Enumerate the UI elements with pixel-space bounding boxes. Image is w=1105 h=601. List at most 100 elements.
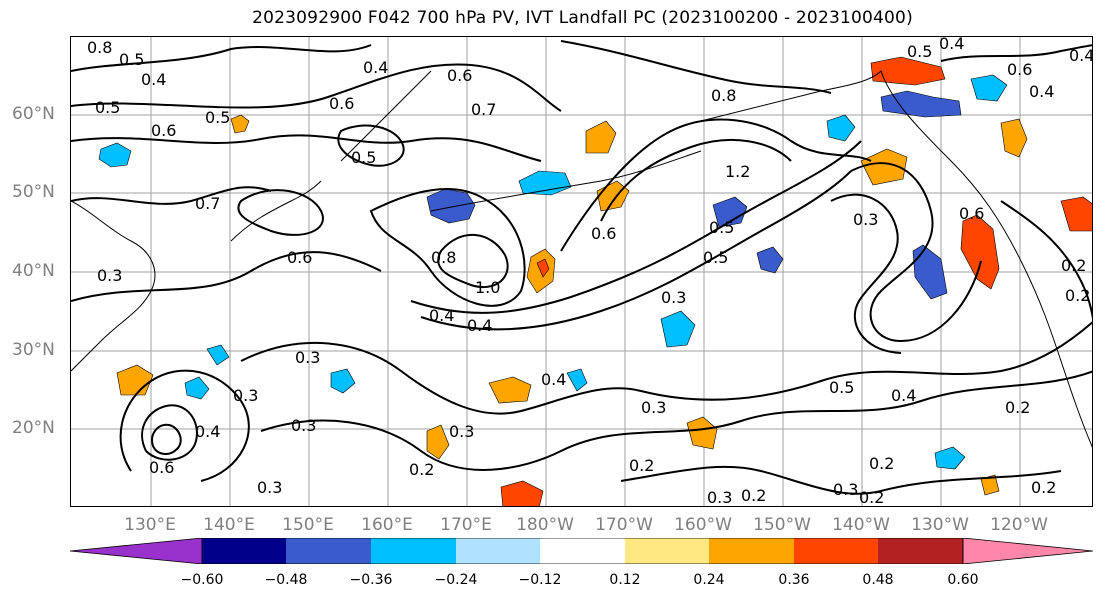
coastline-asia [71,200,156,372]
patch-negative [206,344,230,366]
contour-label: 0.8 [711,86,736,105]
latitude-label-40n: 40°N [12,261,55,281]
contour-label: 0.4 [541,370,566,389]
contour-label: 0.7 [471,100,496,119]
contour-label: 0.6 [329,94,354,113]
colorbar-segment [456,538,540,564]
patch-negative [912,244,948,300]
latitude-label-30n: 30°N [12,340,55,360]
map-title: 2023092900 F042 700 hPa PV, IVT Landfall… [252,8,913,28]
contour-label: 0.7 [195,194,220,213]
contour-label: 0.4 [363,58,388,77]
patch-negative [712,196,748,228]
patch-positive [230,114,250,134]
longitude-label-170e: 170°E [440,515,492,535]
patch-negative [518,170,572,196]
contour-label: 0.2 [741,486,766,505]
colorbar-tick: 0.48 [862,572,894,588]
contour-label: 0.3 [707,488,732,507]
contour-label: 0.5 [907,42,932,61]
patch-positive [960,214,1000,290]
colorbar-tick: −0.36 [349,572,393,588]
patch-positive [860,148,908,186]
contour-label: 0.4 [195,422,220,441]
contour-label: 0.5 [205,108,230,127]
patch-positive [980,474,1000,496]
contour-label: 0.2 [869,454,894,473]
contour-label: 1.0 [475,278,500,297]
patch-positive [536,258,550,278]
contour-label: 0.2 [1031,478,1056,497]
longitude-label-170w: 170°W [595,515,653,535]
longitude-label-120w: 120°W [990,515,1048,535]
contour-label: 0.2 [629,456,654,475]
patch-negative [756,246,784,274]
contour-label: 0.5 [95,98,120,117]
coastline-north-america [1020,260,1092,448]
contour-label: 0.4 [939,37,964,53]
contour-label: 1.2 [725,162,750,181]
contour-label: 0.3 [449,422,474,441]
colorbar-segment [709,538,794,564]
longitude-label-160w: 160°W [674,515,732,535]
contour-label: 0.3 [833,480,858,499]
shaded-patches [98,56,1092,506]
contour-label: 0.3 [641,398,666,417]
contour-labels: 0.8 0.5 0.4 0.5 0.6 0.5 0.6 0.4 0.7 0.6 … [87,37,1093,507]
contour-label: 0.5 [709,218,734,237]
colorbar-tick: 0.36 [778,572,810,588]
colorbar-segment [286,538,371,564]
contour-label: 0.2 [859,488,884,507]
contour-label: 0.4 [429,306,454,325]
colorbar-segment [371,538,456,564]
contour-label: 0.4 [1069,46,1093,65]
longitude-label-150w: 150°W [753,515,811,535]
colorbar-segment [625,538,709,564]
patch-positive [116,364,154,396]
latitude-label-20n: 20°N [12,418,55,438]
patch-positive [1000,118,1028,158]
map-svg: 0.8 0.5 0.4 0.5 0.6 0.5 0.6 0.4 0.7 0.6 … [71,37,1093,507]
colorbar-extend-low [70,538,203,564]
patch-positive [585,120,617,154]
patch-negative [566,368,588,392]
patch-negative [826,114,856,142]
contour-label: 0.5 [703,248,728,267]
colorbar-segment [878,538,963,564]
patch-positive [426,424,450,460]
contour-label: 0.3 [257,478,282,497]
patch-positive [870,56,946,86]
coastline-japan [230,180,322,242]
contour-label: 0.2 [1065,286,1090,305]
patch-negative [98,142,132,168]
colorbar-segment [794,538,878,564]
colorbar-tick: 0.12 [609,572,641,588]
colorbar-tick: −0.12 [518,572,562,588]
colorbar-extend-high [962,538,1093,564]
colorbar-segment [202,538,286,564]
contour-label: 0.6 [287,248,312,267]
contour-label: 0.5 [119,50,144,69]
patch-negative [934,446,966,470]
contour-label: 0.4 [467,316,492,335]
patch-negative [660,310,696,348]
colorbar-tick: −0.60 [180,572,224,588]
pv-contours [71,40,1092,495]
contour-label: 0.4 [891,386,916,405]
coastline-aleutians [430,150,702,212]
contour-label: 0.2 [1061,256,1086,275]
colorbar-tick: 0.24 [693,572,725,588]
latitude-label-60n: 60°N [12,104,55,124]
contour-label: 0.3 [661,288,686,307]
patch-positive [596,180,630,212]
longitude-label-130e: 130°E [124,515,176,535]
longitude-label-130w: 130°W [911,515,969,535]
contour-label: 0.6 [149,458,174,477]
patch-negative [184,376,210,400]
coastlines [71,70,1092,448]
contour-label: 0.5 [829,378,854,397]
patch-negative [880,90,962,118]
patch-positive [488,376,532,404]
patch-negative [426,188,476,224]
longitude-label-140w: 140°W [832,515,890,535]
